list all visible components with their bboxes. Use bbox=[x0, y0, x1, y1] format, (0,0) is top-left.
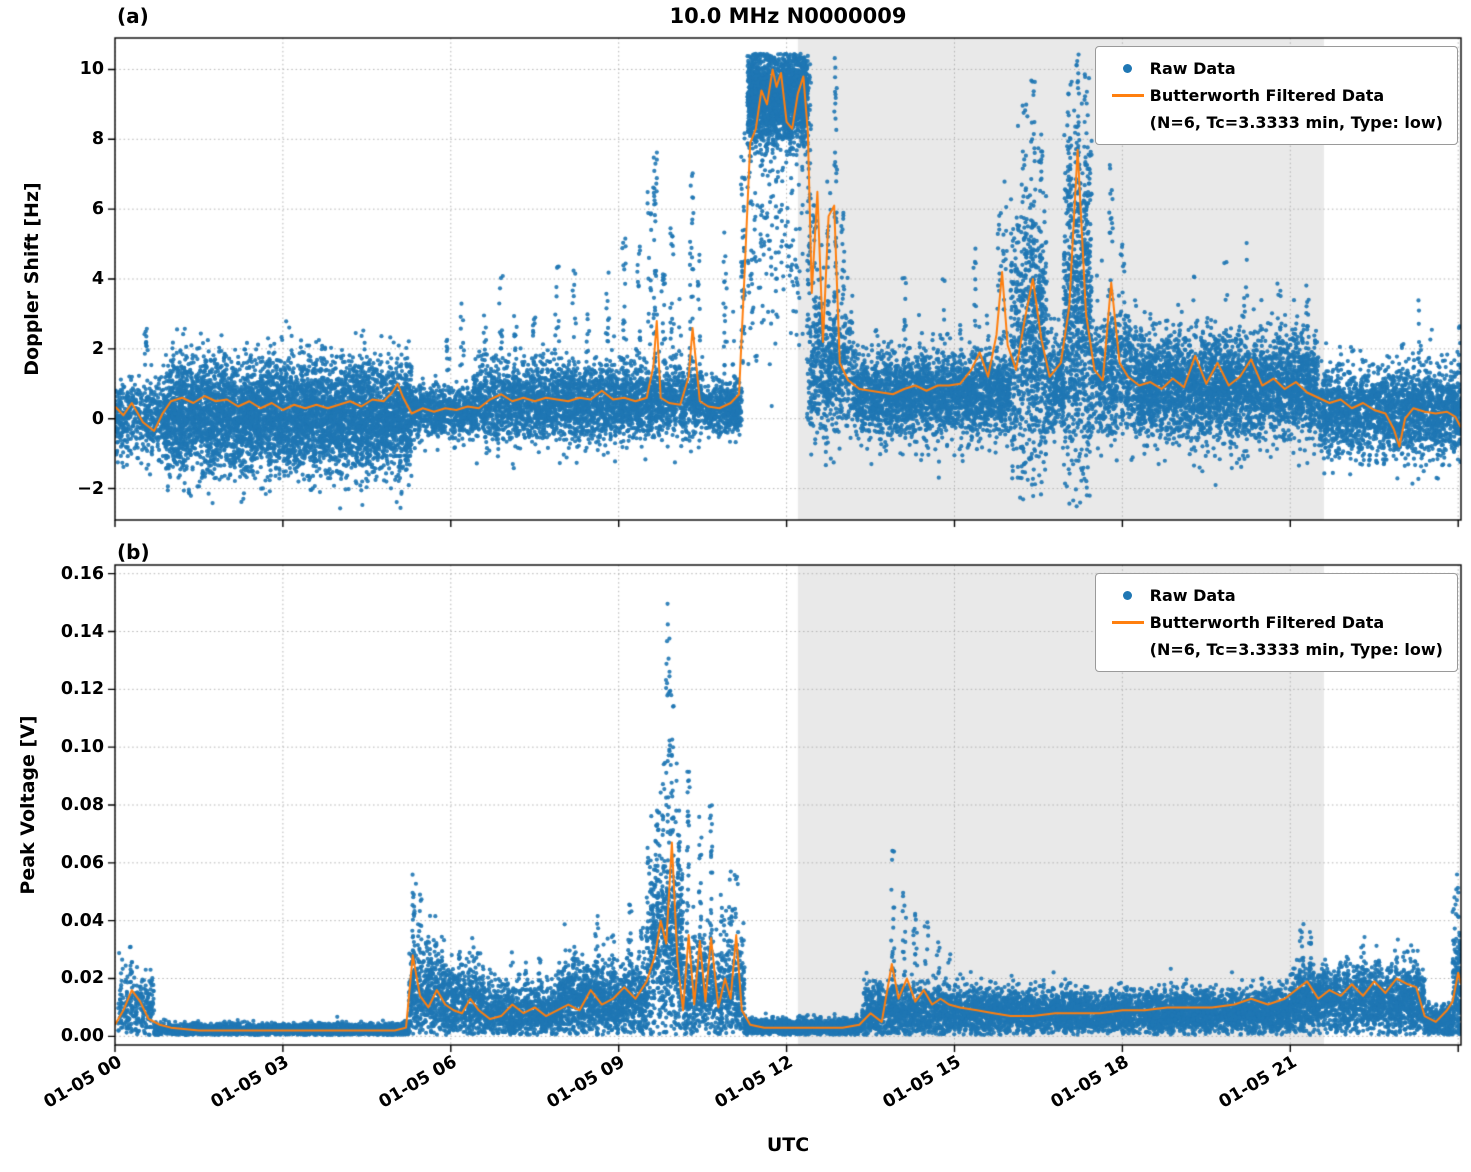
legend-panel-b: Raw Data Butterworth Filtered Data (N=6,… bbox=[1094, 573, 1458, 672]
legend-item-filtered: Butterworth Filtered Data bbox=[1106, 82, 1443, 109]
raw-data-marker-icon bbox=[1123, 591, 1133, 600]
filtered-line-marker-icon bbox=[1111, 94, 1144, 97]
legend-raw-label: Raw Data bbox=[1149, 59, 1236, 78]
legend-filtered-sublabel: (N=6, Tc=3.3333 min, Type: low) bbox=[1149, 640, 1443, 659]
legend-filtered-label: Butterworth Filtered Data bbox=[1149, 86, 1385, 105]
raw-data-marker-icon bbox=[1123, 64, 1133, 73]
legend-item-raw: Raw Data bbox=[1106, 55, 1443, 82]
legend-panel-a: Raw Data Butterworth Filtered Data (N=6,… bbox=[1094, 46, 1458, 145]
legend-filtered-sublabel: (N=6, Tc=3.3333 min, Type: low) bbox=[1149, 113, 1443, 132]
legend-item-raw: Raw Data bbox=[1106, 582, 1443, 609]
legend-raw-label: Raw Data bbox=[1149, 586, 1236, 605]
legend-filtered-label: Butterworth Filtered Data bbox=[1149, 613, 1385, 632]
legend-item-filtered-params: (N=6, Tc=3.3333 min, Type: low) bbox=[1106, 636, 1443, 663]
legend-item-filtered-params: (N=6, Tc=3.3333 min, Type: low) bbox=[1106, 109, 1443, 136]
filtered-line-marker-icon bbox=[1111, 621, 1144, 624]
legend-item-filtered: Butterworth Filtered Data bbox=[1106, 609, 1443, 636]
